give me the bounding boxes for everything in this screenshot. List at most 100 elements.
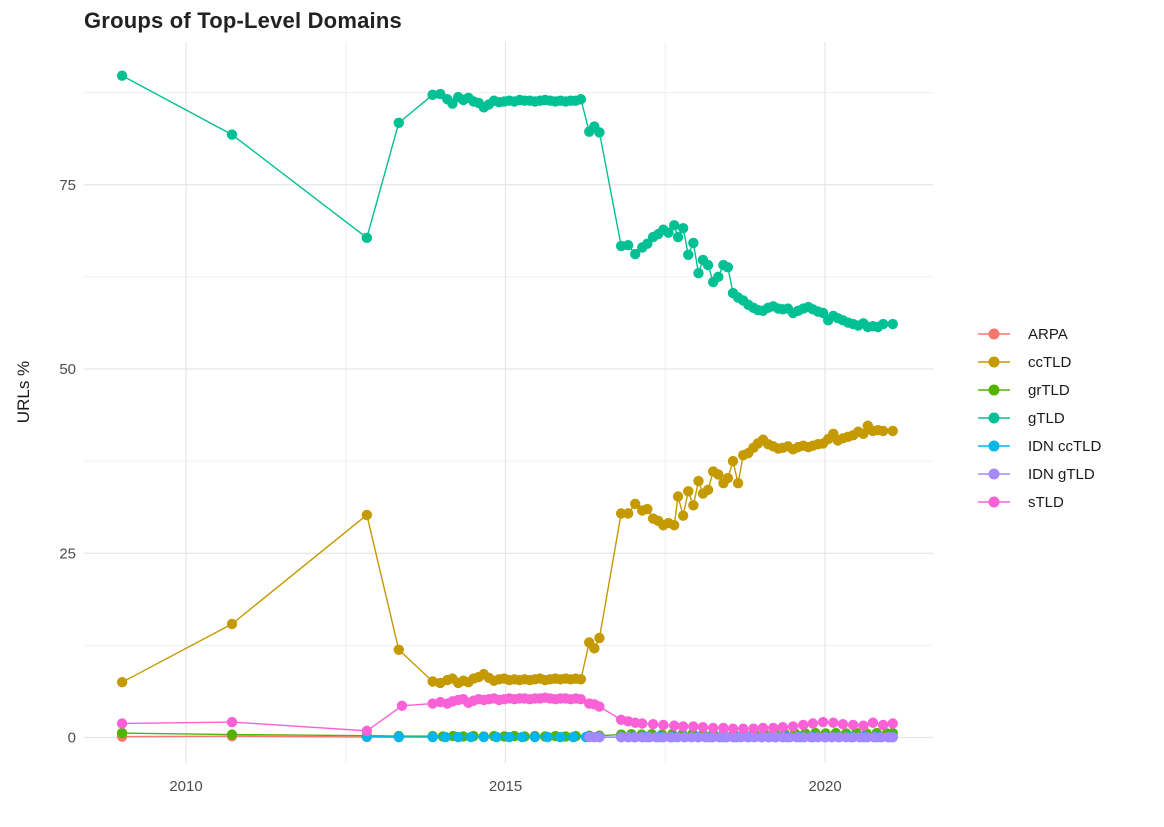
legend-item-grTLD: grTLD — [976, 376, 1101, 404]
series-point-gTLD — [361, 232, 373, 244]
series-point-gTLD — [226, 129, 238, 140]
series-point-gTLD — [722, 262, 734, 273]
series-point-ccTLD — [393, 644, 404, 655]
legend-label: ARPA — [1028, 325, 1068, 343]
legend-key-icon — [978, 496, 1010, 508]
series-point-sTLD — [396, 700, 408, 712]
series-point-IDN-ccTLD — [491, 731, 502, 743]
series-point-ccTLD — [858, 428, 869, 440]
series-point-sTLD — [748, 723, 759, 734]
legend-key-icon — [978, 468, 1010, 480]
series-point-gTLD — [427, 89, 438, 101]
series-point-ccTLD — [877, 425, 889, 437]
series-point-sTLD — [858, 720, 869, 731]
series-point-ccTLD — [713, 469, 724, 480]
series-line-ARPA — [122, 735, 399, 738]
series-point-sTLD — [807, 718, 819, 729]
series-point-gTLD — [672, 231, 684, 243]
series-point-gTLD — [393, 117, 404, 129]
series-point-ccTLD — [116, 677, 128, 688]
series-point-gTLD — [116, 70, 128, 81]
series-point-sTLD — [707, 722, 719, 734]
series-point-IDN-ccTLD — [542, 731, 553, 743]
series-point-sTLD — [887, 718, 898, 729]
series-point-ccTLD — [361, 509, 373, 521]
series-point-ccTLD — [732, 478, 744, 489]
series-point-sTLD — [116, 718, 128, 729]
series-point-ccTLD — [630, 498, 641, 510]
series-point-sTLD — [777, 721, 789, 733]
series-point-sTLD — [637, 718, 648, 729]
series-point-gTLD — [575, 94, 587, 105]
series-point-gTLD — [817, 307, 829, 319]
series-point-sTLD — [668, 720, 680, 731]
series-line-ccTLD — [121, 424, 893, 684]
legend-item-ccTLD: ccTLD — [976, 348, 1101, 376]
legend-label: gTLD — [1028, 409, 1065, 427]
series-point-sTLD — [847, 719, 859, 731]
series-point-sTLD — [837, 719, 849, 730]
series-point-ccTLD — [672, 491, 684, 502]
series-point-sTLD — [226, 716, 238, 728]
series-point-gTLD — [693, 267, 704, 279]
series-point-ccTLD — [668, 520, 680, 531]
series-point-IDN-ccTLD — [453, 731, 464, 743]
series-point-gTLD — [688, 237, 699, 249]
series-point-sTLD — [594, 701, 605, 712]
legend-key-icon — [978, 328, 1010, 340]
series-point-gTLD — [663, 227, 674, 238]
series-point-IDN-ccTLD — [529, 731, 541, 743]
series-point-ccTLD — [642, 503, 653, 515]
series-point-sTLD — [727, 723, 739, 734]
y-tick-label: 75 — [59, 177, 76, 194]
series-point-sTLD — [697, 721, 709, 733]
series-point-ccTLD — [702, 484, 714, 496]
x-tick-label: 2015 — [489, 778, 522, 795]
y-tick-label: 50 — [59, 361, 76, 378]
series-point-sTLD — [575, 693, 587, 705]
series-point-gTLD — [887, 318, 898, 330]
series-point-ccTLD — [887, 425, 898, 437]
series-point-sTLD — [677, 721, 689, 732]
series-line-gTLD — [121, 75, 893, 328]
series-point-sTLD — [718, 722, 729, 734]
legend: ARPA ccTLD grTLD gTLD IDN ccTLD IDN gTLD sTLD — [976, 320, 1101, 516]
series-point-IDN-ccTLD — [504, 731, 515, 743]
series-point-sTLD — [768, 722, 779, 734]
legend-key-icon — [978, 440, 1010, 452]
series-point-grTLD — [116, 727, 128, 739]
legend-label: sTLD — [1028, 493, 1064, 511]
series-point-IDN-ccTLD — [568, 731, 579, 743]
series-point-gTLD — [677, 223, 689, 234]
series-point-ccTLD — [594, 632, 605, 644]
series-point-ccTLD — [688, 500, 699, 511]
series-point-ccTLD — [722, 472, 734, 484]
legend-item-sTLD: sTLD — [976, 488, 1101, 516]
series-point-IDN-ccTLD — [427, 731, 438, 743]
x-tick-label: 2020 — [808, 778, 841, 795]
legend-label: IDN ccTLD — [1028, 437, 1102, 455]
series-point-sTLD — [757, 722, 769, 734]
series-point-gTLD — [668, 220, 680, 231]
series-point-ccTLD — [693, 475, 704, 487]
series-point-IDN-ccTLD — [393, 731, 404, 743]
series-point-gTLD — [622, 239, 634, 251]
series-point-ccTLD — [727, 455, 739, 467]
legend-label: ccTLD — [1028, 353, 1072, 371]
series-point-gTLD — [702, 259, 714, 271]
legend-key-icon — [978, 356, 1010, 368]
legend-item-gTLD: gTLD — [976, 404, 1101, 432]
legend-item-ARPA: ARPA — [976, 320, 1101, 348]
series-point-IDN-gTLD — [594, 732, 605, 743]
legend-key-icon — [978, 412, 1010, 424]
series-point-IDN-ccTLD — [465, 731, 477, 743]
legend-key-icon — [978, 384, 1010, 396]
legend-label: grTLD — [1028, 381, 1070, 399]
series-point-sTLD — [738, 723, 749, 734]
series-point-ccTLD — [622, 508, 634, 519]
series-point-sTLD — [688, 721, 699, 732]
y-tick-label: 25 — [59, 545, 76, 562]
series-point-ccTLD — [575, 674, 587, 685]
legend-item-IDN-gTLD: IDN gTLD — [976, 460, 1101, 488]
